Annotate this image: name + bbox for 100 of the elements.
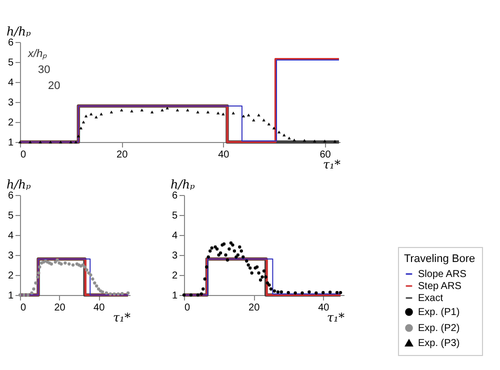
point — [120, 108, 124, 112]
point — [30, 291, 34, 295]
point — [18, 293, 22, 297]
point — [246, 263, 250, 267]
text: Exp. (P1) — [418, 307, 460, 318]
point — [22, 293, 26, 297]
y-tick-label: 2 — [8, 118, 14, 128]
point — [120, 292, 124, 296]
point — [202, 287, 205, 291]
point — [54, 260, 57, 264]
point — [328, 290, 332, 294]
x-axis-title: τ₁* — [327, 310, 344, 324]
point — [210, 246, 214, 250]
point — [217, 253, 220, 257]
point — [108, 292, 112, 296]
point — [272, 289, 276, 293]
point — [245, 259, 248, 263]
y-tick-label: 1 — [8, 138, 14, 148]
x-tick-label: 20 — [116, 150, 128, 160]
y-tick-label: 1 — [8, 290, 14, 302]
point — [257, 271, 260, 275]
point — [196, 293, 200, 297]
x-tick-label: 60 — [320, 150, 332, 160]
point — [266, 281, 270, 285]
point — [69, 140, 72, 144]
point — [232, 249, 236, 253]
point — [74, 140, 78, 144]
point — [242, 255, 245, 259]
point — [32, 287, 36, 291]
point — [28, 140, 32, 144]
point — [246, 114, 250, 116]
point — [26, 293, 30, 297]
point — [262, 118, 266, 122]
point — [166, 106, 169, 110]
point — [34, 281, 38, 285]
legend-label: Exp. (P3) — [418, 338, 460, 349]
point — [224, 253, 228, 257]
point — [206, 110, 210, 114]
point — [260, 275, 264, 279]
x-axis-title: τ₁* — [113, 310, 130, 324]
point — [71, 263, 75, 267]
point — [292, 138, 296, 142]
point — [264, 275, 268, 279]
point — [294, 291, 297, 295]
point — [272, 126, 276, 130]
point — [335, 291, 339, 294]
y-tick-label: 6 — [8, 190, 14, 202]
point — [218, 251, 222, 255]
point — [93, 281, 96, 285]
point — [208, 249, 212, 253]
legend-label: Exp. (P2) — [418, 323, 460, 334]
point — [286, 291, 290, 294]
x-tick-label: 0 — [20, 150, 26, 160]
point — [323, 140, 326, 142]
point — [36, 275, 40, 279]
annotation: x/hₚ — [27, 48, 48, 60]
x-tick-label: 20 — [248, 302, 260, 314]
point — [257, 114, 260, 116]
point — [87, 271, 90, 275]
y-tick-label: 6 — [172, 190, 178, 202]
x-tick-label: 40 — [318, 302, 330, 314]
point — [314, 291, 318, 295]
point — [196, 110, 200, 114]
x-tick-label: 40 — [94, 302, 106, 314]
y-tick-label: 5 — [8, 210, 14, 222]
point — [84, 114, 88, 118]
x-tick-label: 40 — [218, 150, 230, 160]
point — [140, 108, 144, 112]
annotation: 20 — [48, 80, 60, 92]
y-tick-label: 5 — [8, 58, 14, 68]
point — [226, 258, 230, 262]
point — [232, 112, 235, 114]
point — [112, 292, 116, 296]
point — [276, 290, 280, 294]
point — [100, 112, 103, 116]
point — [83, 265, 86, 269]
x-tick-label: 0 — [184, 302, 190, 314]
y-axis-title: h/hₚ — [6, 24, 31, 38]
point — [176, 108, 180, 112]
legend-label: Step ARS — [418, 281, 462, 292]
point — [200, 292, 203, 296]
point — [282, 134, 286, 136]
point — [79, 126, 83, 130]
point — [59, 140, 62, 144]
point — [333, 140, 336, 143]
y-tick-label: 1 — [172, 290, 178, 302]
point — [229, 241, 233, 245]
point — [300, 291, 304, 295]
point — [236, 253, 240, 257]
legend-label: Exact — [418, 293, 444, 304]
point — [160, 108, 164, 112]
point — [252, 118, 256, 122]
point — [48, 140, 52, 144]
point — [186, 108, 190, 112]
y-tick-label: 4 — [172, 230, 178, 242]
point — [110, 110, 114, 114]
point — [216, 112, 220, 114]
point — [222, 112, 225, 116]
point — [234, 255, 238, 259]
point — [228, 247, 231, 251]
